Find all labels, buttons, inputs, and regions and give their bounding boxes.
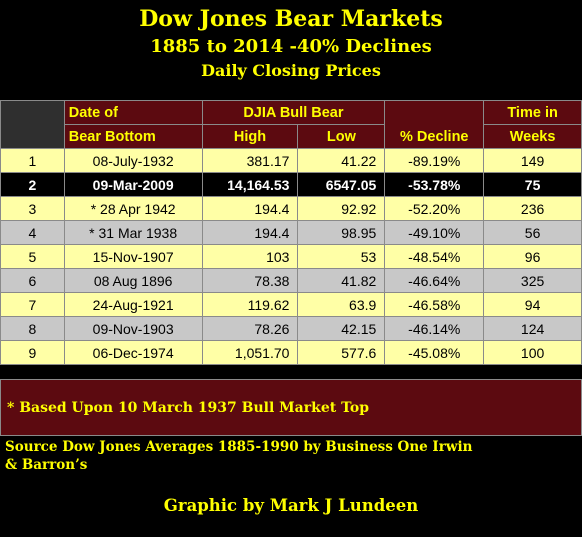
row-date: 08 Aug 1896 (63, 268, 203, 293)
source-line-2: & Barron’s (5, 457, 88, 473)
table-row: 3 * 28 Apr 1942 194.4 92.92 -52.20% 236 (0, 196, 582, 221)
row-date: 09-Nov-1903 (63, 316, 203, 341)
row-date: * 28 Apr 1942 (63, 196, 203, 221)
row-high: 1,051.70 (201, 340, 299, 365)
row-high: 381.17 (201, 148, 299, 173)
row-high: 194.4 (201, 196, 299, 221)
row-number: 7 (0, 292, 65, 317)
row-weeks: 100 (483, 340, 582, 365)
row-date: 08-July-1932 (63, 148, 203, 173)
header-decline: % Decline (384, 100, 485, 149)
row-weeks: 75 (483, 172, 582, 197)
row-low: 42.15 (297, 316, 386, 341)
row-date: * 31 Mar 1938 (63, 220, 203, 245)
row-number: 5 (0, 244, 65, 269)
source-note: Source Dow Jones Averages 1885-1990 by B… (5, 438, 565, 474)
graphic-credit: Graphic by Mark J Lundeen (163, 496, 419, 515)
footnote-text: * Based Upon 10 March 1937 Bull Market T… (7, 400, 370, 416)
row-weeks: 149 (483, 148, 582, 173)
row-low: 98.95 (297, 220, 386, 245)
row-low: 41.22 (297, 148, 386, 173)
row-weeks: 236 (483, 196, 582, 221)
header-high: High (201, 124, 299, 149)
header-date-line2: Bear Bottom (63, 124, 203, 149)
row-number: 2 (0, 172, 65, 197)
row-number: 4 (0, 220, 65, 245)
header-date-line1: Date of (63, 100, 203, 125)
row-high: 103 (201, 244, 299, 269)
row-number: 9 (0, 340, 65, 365)
row-high: 119.62 (201, 292, 299, 317)
row-date: 06-Dec-1974 (63, 340, 203, 365)
row-high: 194.4 (201, 220, 299, 245)
row-decline: -89.19% (384, 148, 485, 173)
row-high: 14,164.53 (201, 172, 299, 197)
row-decline: -46.58% (384, 292, 485, 317)
table-row: 9 06-Dec-1974 1,051.70 577.6 -45.08% 100 (0, 340, 582, 365)
row-high: 78.26 (201, 316, 299, 341)
row-number: 8 (0, 316, 65, 341)
row-date: 09-Mar-2009 (63, 172, 203, 197)
row-weeks: 96 (483, 244, 582, 269)
row-low: 6547.05 (297, 172, 386, 197)
header-djia: DJIA Bull Bear (201, 100, 386, 125)
row-low: 577.6 (297, 340, 386, 365)
row-decline: -52.20% (384, 196, 485, 221)
row-low: 92.92 (297, 196, 386, 221)
row-number: 1 (0, 148, 65, 173)
table-row: 2 09-Mar-2009 14,164.53 6547.05 -53.78% 75 (0, 172, 582, 197)
row-weeks: 325 (483, 268, 582, 293)
row-decline: -46.64% (384, 268, 485, 293)
row-decline: -48.54% (384, 244, 485, 269)
row-low: 53 (297, 244, 386, 269)
row-low: 63.9 (297, 292, 386, 317)
table-row: 5 15-Nov-1907 103 53 -48.54% 96 (0, 244, 582, 269)
page-title: Dow Jones Bear Markets (139, 6, 443, 32)
row-decline: -46.14% (384, 316, 485, 341)
header-number-cell (0, 100, 65, 149)
row-weeks: 124 (483, 316, 582, 341)
row-low: 41.82 (297, 268, 386, 293)
row-date: 24-Aug-1921 (63, 292, 203, 317)
table-row: 4 * 31 Mar 1938 194.4 98.95 -49.10% 56 (0, 220, 582, 245)
table-row: 1 08-July-1932 381.17 41.22 -89.19% 149 (0, 148, 582, 173)
row-decline: -45.08% (384, 340, 485, 365)
footnote-box: * Based Upon 10 March 1937 Bull Market T… (0, 379, 582, 436)
table-row: 6 08 Aug 1896 78.38 41.82 -46.64% 325 (0, 268, 582, 293)
table-row: 7 24-Aug-1921 119.62 63.9 -46.58% 94 (0, 292, 582, 317)
header-time-line1: Time in (483, 100, 582, 125)
bear-markets-table: Date of DJIA Bull Bear % Decline Time in… (0, 100, 582, 365)
page-subtitle: 1885 to 2014 -40% Declines (150, 36, 432, 57)
row-decline: -49.10% (384, 220, 485, 245)
header-row-1: Date of DJIA Bull Bear % Decline Time in (0, 100, 582, 149)
header-time-line2: Weeks (483, 124, 582, 149)
row-number: 3 (0, 196, 65, 221)
row-number: 6 (0, 268, 65, 293)
page-subtitle-2: Daily Closing Prices (201, 61, 381, 80)
row-date: 15-Nov-1907 (63, 244, 203, 269)
header-low: Low (297, 124, 386, 149)
source-line-1: Source Dow Jones Averages 1885-1990 by B… (5, 439, 473, 455)
row-decline: -53.78% (384, 172, 485, 197)
row-high: 78.38 (201, 268, 299, 293)
row-weeks: 94 (483, 292, 582, 317)
table-row: 8 09-Nov-1903 78.26 42.15 -46.14% 124 (0, 316, 582, 341)
row-weeks: 56 (483, 220, 582, 245)
header-row-2: Bear Bottom High Low Weeks (1, 124, 582, 149)
